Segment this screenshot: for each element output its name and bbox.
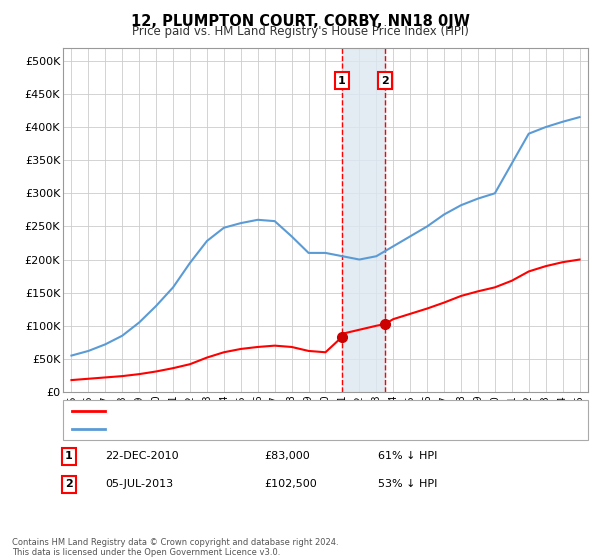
Text: £102,500: £102,500: [264, 479, 317, 489]
Text: Price paid vs. HM Land Registry's House Price Index (HPI): Price paid vs. HM Land Registry's House …: [131, 25, 469, 38]
Text: 12, PLUMPTON COURT, CORBY, NN18 0JW (detached house): 12, PLUMPTON COURT, CORBY, NN18 0JW (det…: [114, 407, 425, 417]
Text: Contains HM Land Registry data © Crown copyright and database right 2024.
This d: Contains HM Land Registry data © Crown c…: [12, 538, 338, 557]
Text: 2: 2: [65, 479, 73, 489]
Text: 61% ↓ HPI: 61% ↓ HPI: [378, 451, 437, 461]
Text: 2: 2: [381, 76, 389, 86]
Bar: [342, 48, 385, 392]
Text: HPI: Average price, detached house, North Northamptonshire: HPI: Average price, detached house, Nort…: [114, 423, 434, 433]
Text: 53% ↓ HPI: 53% ↓ HPI: [378, 479, 437, 489]
Text: 05-JUL-2013: 05-JUL-2013: [105, 479, 173, 489]
Text: 22-DEC-2010: 22-DEC-2010: [105, 451, 179, 461]
Text: 12, PLUMPTON COURT, CORBY, NN18 0JW: 12, PLUMPTON COURT, CORBY, NN18 0JW: [131, 14, 469, 29]
Text: £83,000: £83,000: [264, 451, 310, 461]
Text: 1: 1: [65, 451, 73, 461]
Text: 1: 1: [338, 76, 346, 86]
